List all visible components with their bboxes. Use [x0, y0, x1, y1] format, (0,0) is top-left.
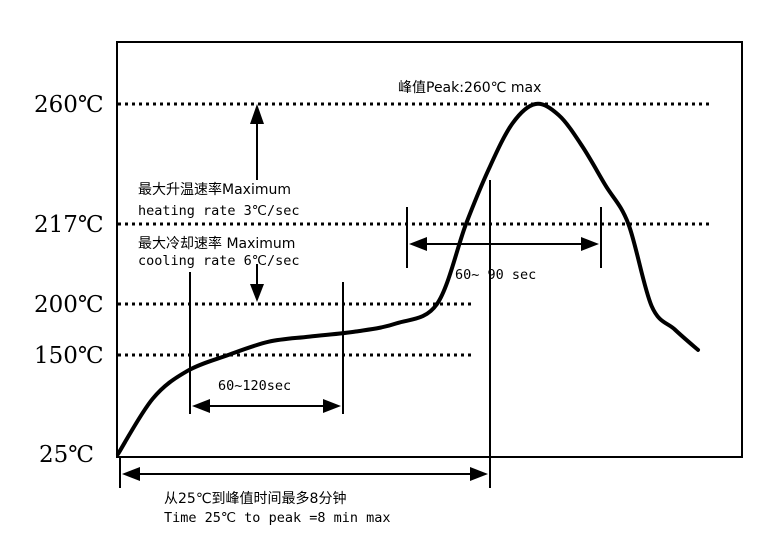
plot-frame: [116, 41, 743, 458]
liquidus-window-arrowhead-left: [409, 237, 427, 251]
y-tick-label-260: 260℃: [34, 92, 104, 118]
liquidus-window-label: 60~ 90 sec: [455, 267, 536, 283]
heating-rate-label-en: heating rate 3℃/sec: [138, 203, 299, 219]
heating-arrow-head: [250, 104, 264, 124]
y-tick-label-25: 25℃: [39, 442, 94, 468]
cooling-rate-label-cn: 最大冷却速率 Maximum: [138, 235, 295, 252]
liquidus-window-arrowhead-right: [581, 237, 599, 251]
reflow-profile-curve: [116, 101, 700, 456]
heating-rate-label-cn: 最大升温速率Maximum: [138, 181, 291, 198]
total-time-arrowhead-right: [470, 467, 488, 481]
total-time-label-cn: 从25℃到峰值时间最多8分钟: [164, 490, 346, 507]
y-tick-label-200: 200℃: [34, 292, 104, 318]
total-time-label-en: Time 25℃ to peak =8 min max: [164, 510, 390, 526]
y-axis-tick-labels: 260℃ 217℃ 200℃ 150℃ 25℃: [34, 92, 104, 468]
soak-window-arrowhead-right: [323, 399, 341, 413]
soak-window-label: 60~120sec: [218, 378, 291, 394]
total-time-arrowhead-left: [122, 467, 140, 481]
y-tick-label-217: 217℃: [34, 212, 104, 238]
cooling-arrow-head: [250, 284, 264, 302]
peak-label: 峰值Peak:260℃ max: [398, 80, 541, 96]
reference-lines: [118, 102, 712, 357]
y-tick-label-150: 150℃: [34, 343, 104, 369]
cooling-rate-label-en: cooling rate 6℃/sec: [138, 253, 299, 269]
soak-window-arrowhead-left: [192, 399, 210, 413]
